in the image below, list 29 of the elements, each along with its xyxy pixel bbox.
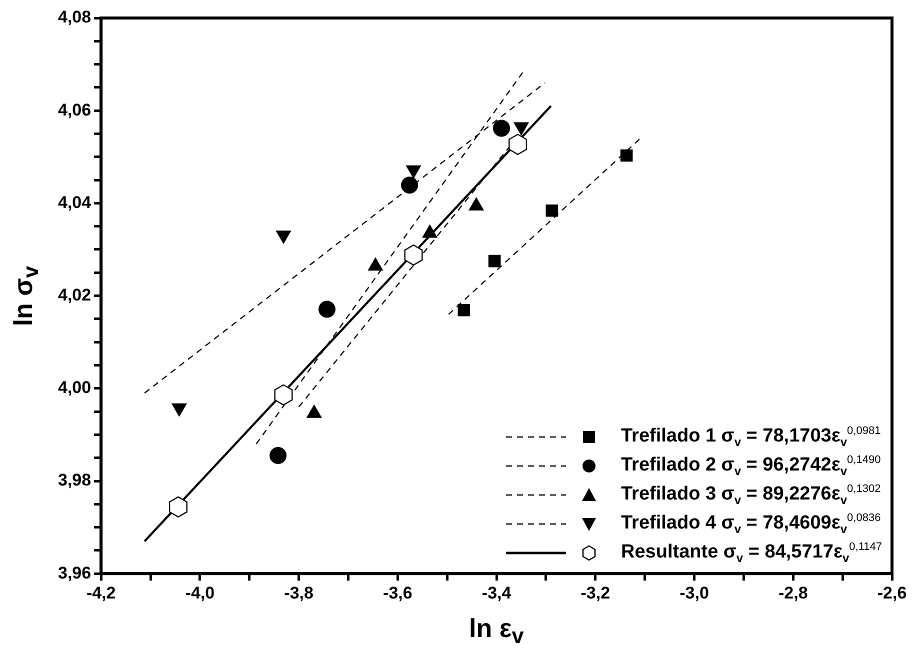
x-axis-title: ln ε$_{v}$ [469, 613, 524, 650]
y-tick-label: 3,98 [58, 470, 92, 490]
x-tick-label: -4,0 [185, 583, 215, 602]
point [401, 176, 418, 194]
y-tick-label: 4,04 [58, 192, 92, 212]
point [168, 496, 188, 518]
point [546, 204, 558, 217]
x-tick-label: -3,4 [482, 583, 512, 602]
point [508, 134, 528, 155]
point [274, 384, 293, 406]
x-tick-label: -4,2 [86, 583, 116, 602]
point [318, 300, 336, 318]
x-tick-label: -3,0 [680, 583, 709, 602]
y-tick-label: 4,06 [58, 100, 92, 120]
point [620, 149, 633, 162]
point [404, 244, 423, 266]
y-tick-label: 4,00 [58, 378, 92, 398]
y-tick-label: 4,08 [58, 8, 92, 27]
point [492, 120, 510, 137]
point [458, 304, 470, 316]
point [270, 447, 287, 464]
y-tick-label: 3,96 [58, 563, 92, 582]
point [488, 254, 501, 268]
x-tick-label: -2,6 [877, 583, 907, 602]
y-tick-label: 4,02 [58, 285, 92, 304]
x-tick-label: -3,2 [580, 583, 610, 602]
x-tick-label: -3,8 [284, 583, 314, 602]
x-tick-label: -3,6 [383, 583, 412, 602]
x-tick-label: -2,8 [778, 583, 808, 602]
